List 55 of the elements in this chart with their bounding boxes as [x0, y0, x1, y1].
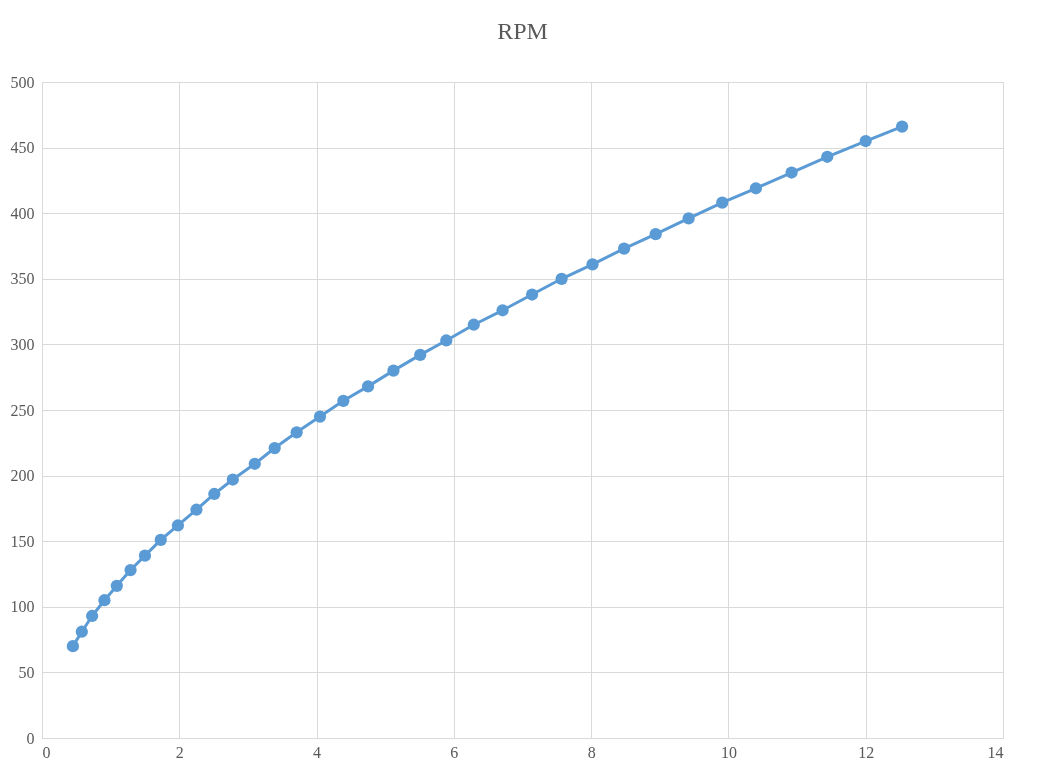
point [649, 228, 662, 241]
x-tick-label: 2 [175, 743, 184, 761]
y-tick-label: 450 [10, 139, 35, 157]
y-tick-label: 400 [10, 204, 35, 222]
point [361, 380, 375, 393]
x-tick-label: 8 [587, 743, 596, 761]
y-tick-label: 100 [10, 598, 35, 616]
point [85, 609, 99, 623]
point [525, 288, 539, 301]
point [138, 549, 152, 562]
point [190, 503, 203, 516]
point [66, 640, 80, 653]
x-tick-label: 10 [720, 743, 737, 761]
point [586, 258, 599, 271]
x-tick-label: 6 [450, 743, 459, 761]
point [467, 318, 480, 331]
y-tick-label: 200 [10, 467, 35, 485]
point [208, 487, 221, 501]
point [110, 579, 123, 592]
y-tick-label: 0 [26, 729, 35, 747]
point [617, 242, 631, 255]
point [414, 348, 427, 362]
point [555, 272, 568, 285]
y-tick-label: 500 [10, 73, 35, 91]
point [496, 304, 509, 317]
point [337, 394, 350, 407]
point [268, 441, 281, 455]
point [75, 625, 88, 638]
point [98, 594, 111, 607]
x-tick-label: 12 [858, 743, 875, 761]
point [440, 334, 453, 347]
y-tick-label: 350 [10, 270, 35, 288]
chart-title: RPM [497, 18, 548, 44]
point [682, 212, 695, 225]
point [749, 182, 763, 195]
point [387, 364, 400, 377]
x-tick-label: 14 [987, 743, 1004, 761]
point [895, 120, 909, 133]
y-tick-label: 250 [10, 401, 35, 419]
y-tick-label: 50 [18, 663, 35, 681]
point [290, 426, 303, 439]
point [785, 166, 798, 179]
point [226, 473, 239, 486]
point [154, 533, 167, 546]
point [124, 563, 137, 577]
point [821, 150, 834, 163]
point [313, 410, 327, 423]
x-tick-label: 4 [313, 743, 322, 761]
x-tick-label: 0 [42, 743, 51, 761]
point [171, 519, 185, 532]
point [716, 196, 729, 209]
y-tick-label: 300 [10, 335, 35, 353]
point [248, 457, 261, 470]
y-tick-label: 150 [10, 532, 35, 550]
point [859, 134, 872, 148]
